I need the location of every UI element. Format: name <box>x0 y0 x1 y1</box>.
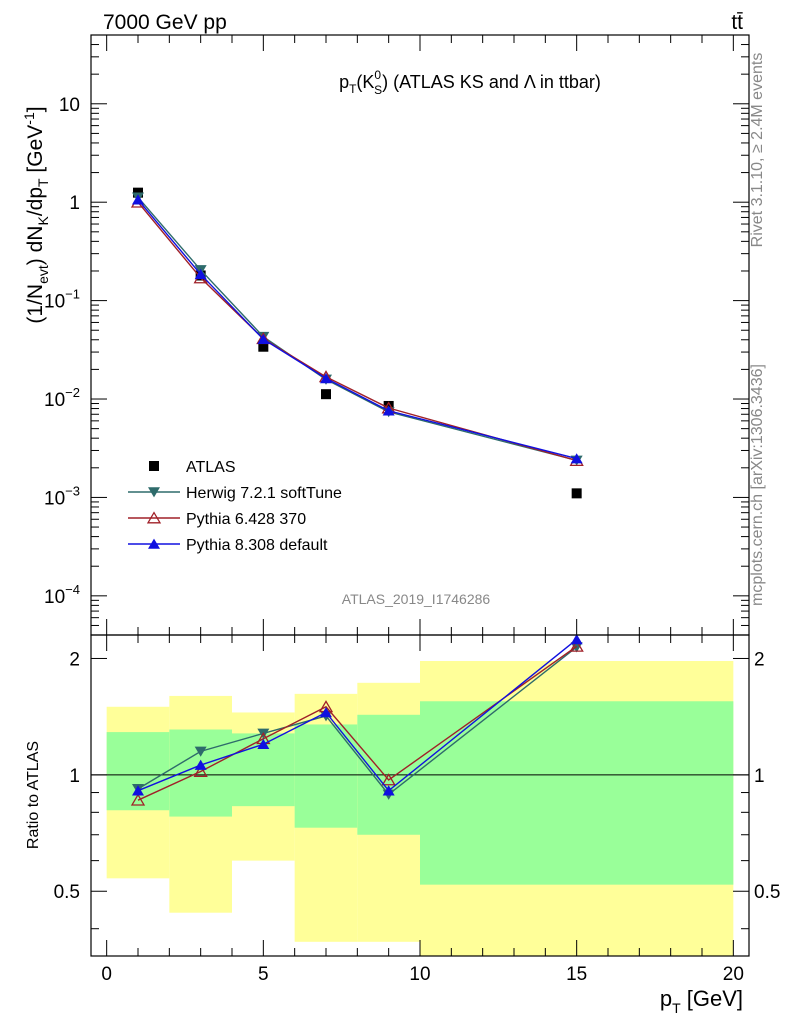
ratio-y-axis-title: Ratio to ATLAS <box>25 741 42 849</box>
top-y-tick-label: 10−2 <box>44 385 80 411</box>
ratio-data-point <box>194 746 207 757</box>
uncertainty-bands <box>106 661 734 956</box>
ratio-axis-ticks <box>91 635 749 956</box>
ratio-panel: 0.5 0.51 12 20 5 10 15 20 Ratio to ATLAS pT [Ge… <box>25 634 780 1016</box>
x-tick-label: 5 <box>258 964 269 985</box>
top-series-line <box>137 201 577 462</box>
top-series-2 <box>130 195 584 466</box>
top-data-point <box>570 453 583 464</box>
top-data-point <box>257 333 270 345</box>
header-left-label: 7000 GeV pp <box>103 11 227 34</box>
analysis-watermark: ATLAS_2019_I1746286 <box>342 591 491 607</box>
ratio-y-tick-label-right: 1 <box>754 766 765 787</box>
ratio-data-point <box>569 639 584 652</box>
x-tick-label: 10 <box>409 964 430 985</box>
ratio-y-tick-label-right: 0.5 <box>754 882 780 903</box>
legend-marker <box>146 511 162 524</box>
mcplots-side-label: mcplots.cern.ch [arXiv:1306.3436] <box>749 364 766 606</box>
ratio-series-2 <box>132 634 583 796</box>
main-panel: 10−4 10−3 10−2 10−1 1 10 pT(K0 S) (ATLAS KS an… <box>21 34 750 636</box>
legend-entry: ATLAS <box>149 459 236 476</box>
ratio-data-point <box>570 634 583 645</box>
ratio-data-point <box>132 785 144 796</box>
ratio-data-point <box>320 707 332 718</box>
top-y-tick-label: 1 <box>69 193 80 214</box>
top-series-line <box>137 199 577 460</box>
ratio-data-point <box>193 764 208 777</box>
header-right-label: tt̄ <box>731 11 743 34</box>
ratio-data-point <box>257 738 270 750</box>
legend-marker <box>148 487 160 498</box>
top-data-point <box>132 194 144 205</box>
ratio-data-point <box>381 773 396 786</box>
ratio-y-tick-label-right: 2 <box>754 649 765 670</box>
top-y-tick-label: 10−1 <box>44 287 80 313</box>
legend-entry: Herwig 7.2.1 softTune <box>128 485 342 502</box>
legend-label: Pythia 6.428 370 <box>186 511 306 528</box>
top-y-tick-label: 10−3 <box>44 483 80 509</box>
legend: ATLAS Herwig 7.2.1 softTune Pythia 6.428 3… <box>128 459 342 554</box>
main-title: pT(K0 S) (ATLAS KS and Λ in ttbar) <box>339 68 601 97</box>
ratio-frame <box>90 634 750 957</box>
legend-label: ATLAS <box>186 459 236 476</box>
x-tick-label: 15 <box>566 964 587 985</box>
ratio-series-layer <box>130 634 584 806</box>
rivet-side-label: Rivet 3.1.10, ≥ 2.4M events <box>749 53 766 248</box>
x-tick-label: 0 <box>101 964 112 985</box>
top-series-3 <box>132 194 583 464</box>
top-y-tick-label: 10−4 <box>44 582 80 608</box>
top-series-1 <box>132 192 583 466</box>
ratio-y-tick-label-left: 2 <box>69 649 80 670</box>
top-series-line <box>137 196 577 462</box>
ratio-data-point <box>194 759 207 770</box>
legend-label: Pythia 8.308 default <box>186 537 328 554</box>
legend-entry: Pythia 6.428 370 <box>128 511 306 528</box>
legend-entry: Pythia 8.308 default <box>128 537 328 554</box>
top-data-point <box>194 268 207 280</box>
ratio-series-line <box>137 646 578 796</box>
ratio-series-line <box>137 645 578 801</box>
ratio-data-point <box>130 793 146 806</box>
top-y-tick-label: 10 <box>59 95 80 116</box>
green-band <box>169 729 232 817</box>
top-axis-ticks <box>91 34 749 636</box>
x-axis-title: pT [GeV] <box>660 986 743 1016</box>
top-y-axis-title: (1/Nevt) dNK/dpT [GeV-1] <box>21 106 51 323</box>
ratio-y-tick-label-left: 1 <box>69 766 80 787</box>
ratio-y-tick-label-left: 0.5 <box>54 882 80 903</box>
x-tick-label: 20 <box>723 964 744 985</box>
top-y-tick-labels: 10−4 10−3 10−2 10−1 1 10 <box>44 95 80 608</box>
ratio-series-line <box>137 638 578 792</box>
top-data-point <box>258 341 269 352</box>
top-data-point <box>321 389 331 400</box>
legend-marker <box>148 538 160 549</box>
ratio-series-1 <box>130 639 584 806</box>
top-data-point <box>320 372 332 384</box>
ratio-data-point <box>382 785 395 796</box>
top-series-layer <box>130 187 584 499</box>
legend-marker <box>149 461 159 471</box>
green-band <box>420 701 734 885</box>
ratio-tick-labels: 0.5 0.51 12 20 5 10 15 20 <box>54 649 781 985</box>
top-data-point <box>382 405 395 416</box>
green-band <box>106 732 170 811</box>
legend-label: Herwig 7.2.1 softTune <box>186 485 342 502</box>
top-series-0 <box>133 187 582 499</box>
top-data-point <box>571 488 582 499</box>
